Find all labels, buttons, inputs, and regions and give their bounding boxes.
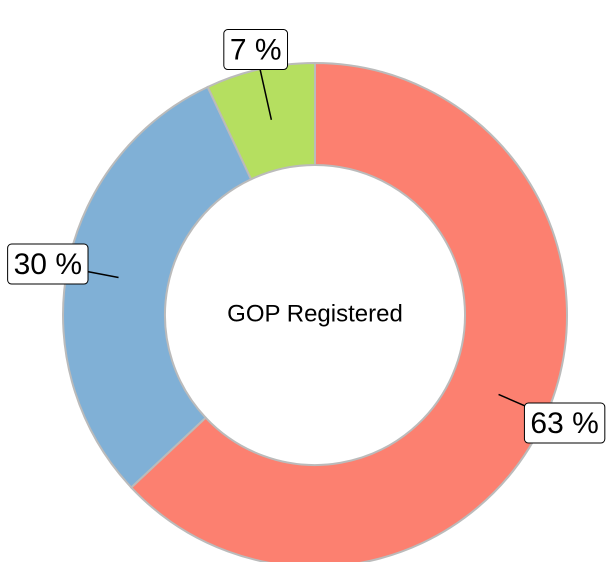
label-box <box>523 402 606 444</box>
slice <box>206 61 316 181</box>
value-label: 7 % <box>230 33 282 66</box>
center-label: GOP Registered <box>227 300 403 327</box>
value-label: 63 % <box>530 407 598 440</box>
slice <box>62 85 253 489</box>
slice <box>129 61 568 562</box>
value-label: 30 % <box>14 248 82 281</box>
label-box <box>7 243 89 285</box>
label-box <box>223 29 289 71</box>
